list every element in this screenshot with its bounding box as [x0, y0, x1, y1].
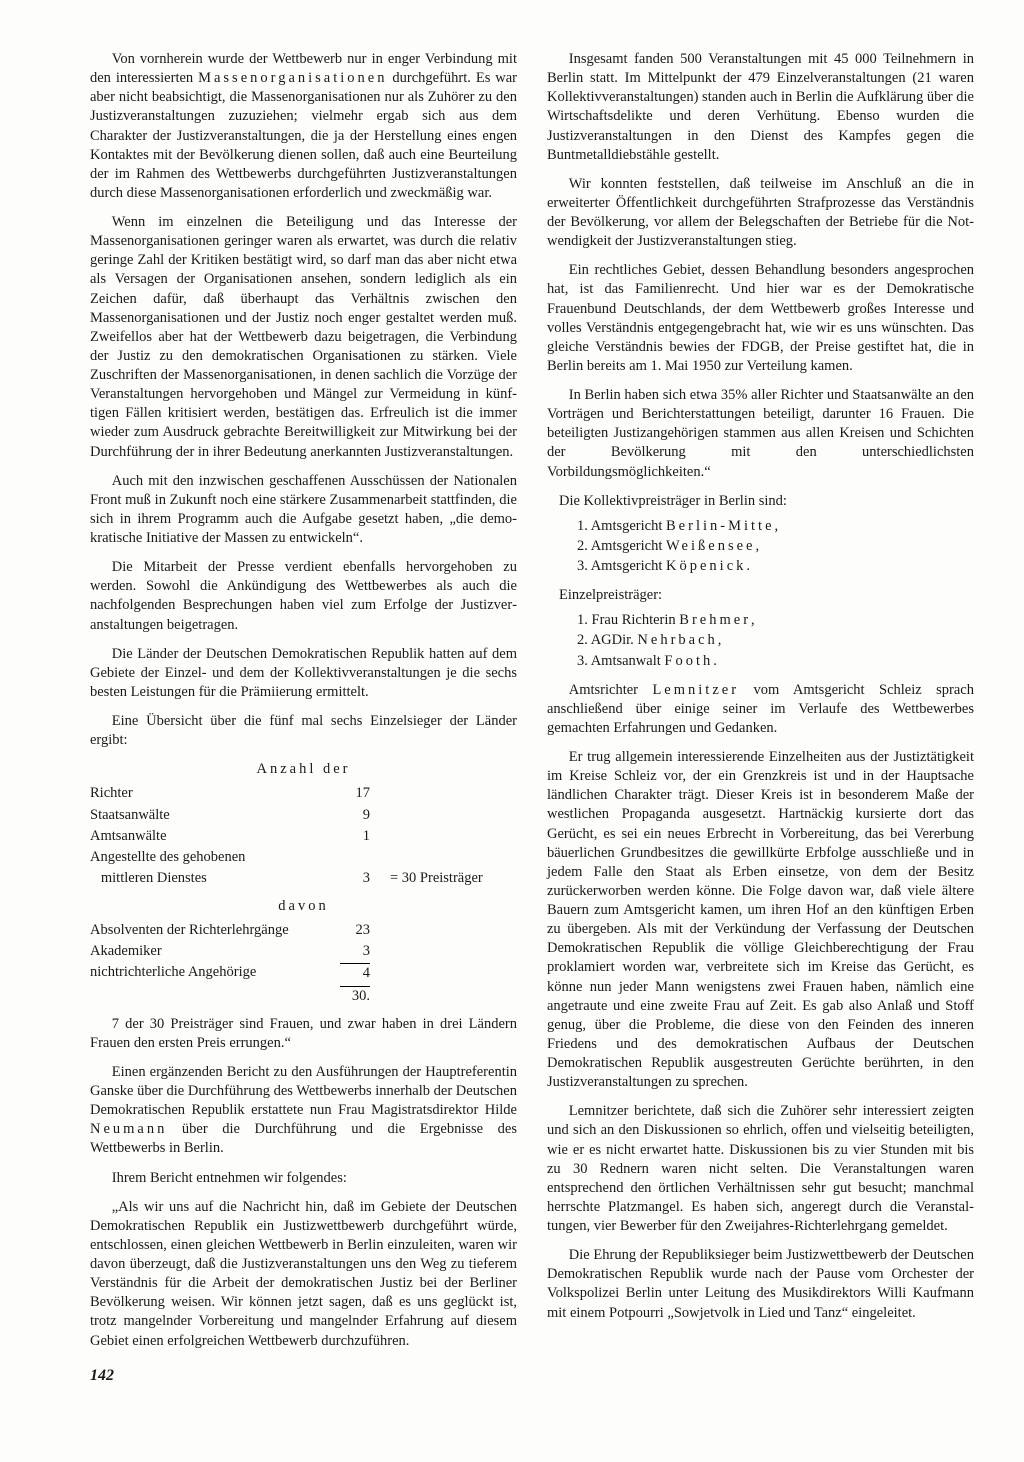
text: .: [713, 653, 717, 669]
para: Auch mit den inzwischen geschaffenen Aus…: [90, 472, 517, 549]
list-heading: Die Kollektivpreisträger in Berlin sind:: [559, 492, 974, 511]
cell: 3: [310, 869, 370, 888]
text: ,: [751, 612, 755, 628]
list-item: 1. Amtsgericht Berlin-Mitte,: [577, 517, 974, 536]
text: ,: [718, 632, 722, 648]
table-title: davon: [90, 897, 517, 916]
table-row: Angestellte des gehobenen: [90, 847, 517, 868]
text-spaced: Massen­organisationen: [198, 70, 387, 86]
list-einzel: 1. Frau Richterin Brehmer, 2. AGDir. Neh…: [577, 611, 974, 670]
cell: 3: [340, 942, 370, 961]
text: .: [746, 558, 750, 574]
para: Wenn im einzelnen die Beteiligung und da…: [90, 213, 517, 462]
text: ,: [755, 538, 759, 554]
para: Die Mitarbeit der Presse verdient ebenfa…: [90, 558, 517, 635]
list-item: 2. AGDir. Nehrbach,: [577, 631, 974, 650]
para: Wir konnten feststellen, daß teilweise i…: [547, 175, 974, 252]
text: Einen ergänzenden Bericht zu den Ausführ…: [90, 1064, 517, 1118]
cell: [310, 848, 370, 867]
text: Amtsrichter: [569, 682, 653, 698]
para: 7 der 30 Preisträger sind Frauen, und zw…: [90, 1015, 517, 1053]
list-item: 3. Amtsanwalt Footh.: [577, 652, 974, 671]
cell: Amtsanwälte: [90, 827, 310, 846]
cell: Richter: [90, 784, 310, 803]
para: Lemnitzer berichtete, daß sich die Zuhör…: [547, 1102, 974, 1236]
para: Er trug allgemein interessierende Einzel…: [547, 748, 974, 1092]
table-row: Amtsanwälte1: [90, 826, 517, 847]
table-title: Anzahl der: [90, 760, 517, 779]
text-spaced: Brehmer: [679, 612, 751, 628]
text: 3. Amtsgericht: [577, 558, 666, 574]
page-number: 142: [90, 1365, 517, 1386]
cell: 30.: [340, 986, 370, 1006]
para: Eine Übersicht über die fünf mal sechs E…: [90, 712, 517, 750]
left-column: Von vornherein wurde der Wettbewerb nur …: [90, 50, 517, 1386]
text-spaced: Nehrbach: [637, 632, 717, 648]
list-item: 3. Amtsgericht Köpenick.: [577, 557, 974, 576]
text: durchgeführt. Es war aber nicht beabsich…: [90, 70, 517, 201]
list-heading: Einzelpreisträger:: [559, 586, 974, 605]
table-row: Akademiker3: [90, 941, 517, 962]
cell: 23: [340, 921, 370, 940]
para: Die Länder der Deutschen Demokratischen …: [90, 645, 517, 702]
text-spaced: Footh: [664, 653, 713, 669]
text: ,: [775, 518, 779, 534]
cell: 4: [340, 963, 370, 983]
para: Ihrem Bericht entnehmen wir folgendes:: [90, 1169, 517, 1188]
para: Insgesamt fanden 500 Veranstaltungen mit…: [547, 50, 974, 165]
table-davon: davon Absolventen der Richterlehrgänge23…: [90, 897, 517, 1007]
list-item: 2. Amtsgericht Weißensee,: [577, 537, 974, 556]
text: 2. AGDir.: [577, 632, 637, 648]
cell: Staatsanwälte: [90, 806, 310, 825]
cell: 1: [310, 827, 370, 846]
table-row: Richter17: [90, 783, 517, 804]
para: In Berlin haben sich etwa 35% aller Rich…: [547, 386, 974, 482]
page: Von vornherein wurde der Wettbewerb nur …: [0, 0, 1024, 1416]
cell: Angestellte des gehobenen: [90, 848, 310, 867]
text: 1. Amtsgericht: [577, 518, 666, 534]
cell: mittleren Dienstes: [90, 869, 310, 888]
text-spaced: Berlin-Mitte: [666, 518, 775, 534]
right-column: Insgesamt fanden 500 Veranstaltungen mit…: [547, 50, 974, 1386]
cell: Akademiker: [90, 942, 340, 961]
text: 2. Amtsgericht: [577, 538, 666, 554]
table-row: Absolventen der Richterlehrgänge23: [90, 920, 517, 941]
table-row: 30.: [90, 985, 517, 1007]
cell: = 30 Preisträger: [370, 869, 517, 888]
para: Die Ehrung der Republiksieger beim Justi…: [547, 1246, 974, 1323]
para: „Als wir uns auf die Nachricht hin, daß …: [90, 1198, 517, 1351]
para: Von vornherein wurde der Wettbewerb nur …: [90, 50, 517, 203]
list-kollektiv: 1. Amtsgericht Berlin-Mitte, 2. Amtsgeri…: [577, 517, 974, 576]
para: Einen ergänzenden Bericht zu den Ausführ…: [90, 1063, 517, 1159]
table-anzahl: Anzahl der Richter17 Staatsanwälte9 Amts…: [90, 760, 517, 889]
text-spaced: Lemnitzer: [652, 682, 739, 698]
cell: 17: [310, 784, 370, 803]
table-row: nichtrichterliche Angehörige4: [90, 962, 517, 984]
cell: nichtrichterliche Angehörige: [90, 963, 340, 983]
text-spaced: Köpenick: [666, 558, 746, 574]
cell: Absolventen der Richterlehrgänge: [90, 921, 340, 940]
para: Ein rechtliches Gebiet, dessen Behandlun…: [547, 261, 974, 376]
text-spaced: Weißensee: [666, 538, 755, 554]
table-row: mittleren Dienstes3= 30 Preisträger: [90, 868, 517, 889]
text: 1. Frau Richterin: [577, 612, 679, 628]
cell: [90, 986, 340, 1006]
para: Amtsrichter Lemnitzer vom Amtsgericht Sc…: [547, 681, 974, 738]
text: 3. Amtsanwalt: [577, 653, 664, 669]
list-item: 1. Frau Richterin Brehmer,: [577, 611, 974, 630]
cell: 9: [310, 806, 370, 825]
table-row: Staatsanwälte9: [90, 805, 517, 826]
text-spaced: Neumann: [90, 1121, 167, 1137]
